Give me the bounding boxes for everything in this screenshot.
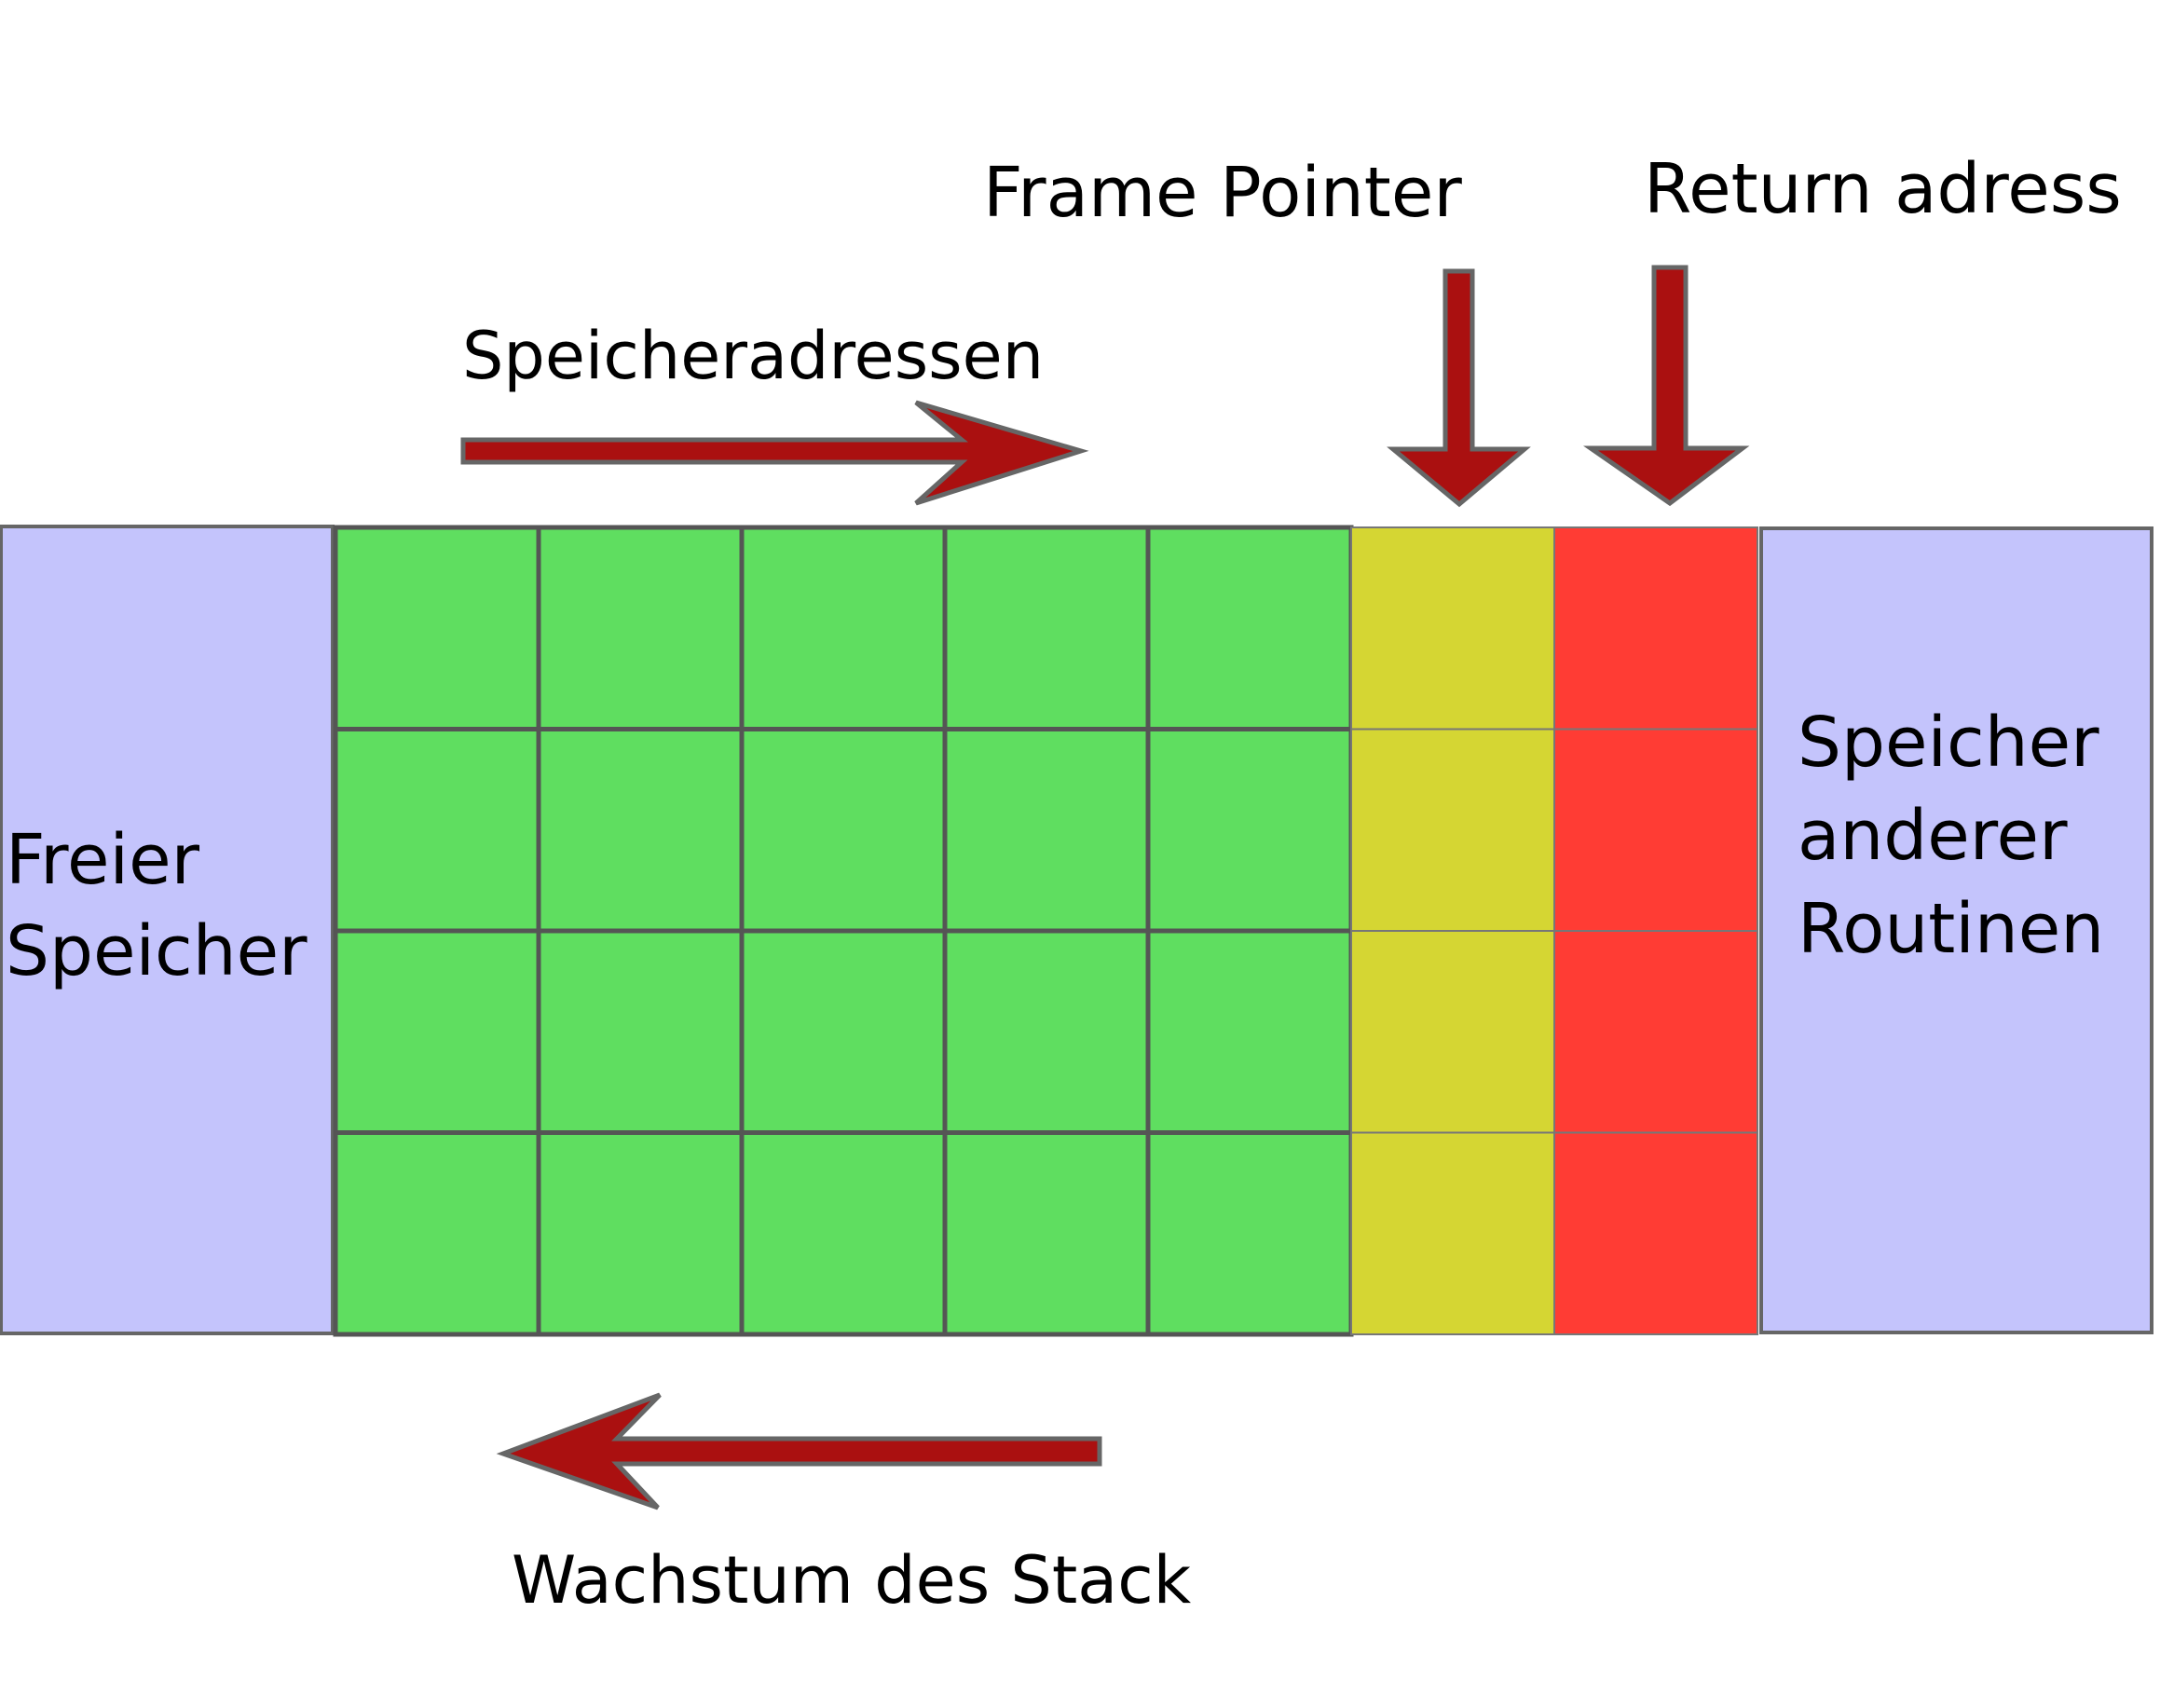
stack-cell xyxy=(1145,928,1354,1135)
frame-pointer-cell xyxy=(1350,930,1555,1134)
stack-cell xyxy=(333,525,541,731)
free-memory-region xyxy=(0,525,335,1335)
frame-pointer-cell xyxy=(1350,1131,1555,1335)
stack-cell xyxy=(333,727,541,934)
stack-cell xyxy=(942,1130,1151,1337)
other-routines-region xyxy=(1759,526,2153,1334)
stack-cell xyxy=(333,1130,541,1337)
stack-cell xyxy=(739,525,948,731)
return-address-label: Return adress xyxy=(1644,149,2122,229)
arrow-left-icon xyxy=(496,1392,1102,1510)
stack-cell xyxy=(739,928,948,1135)
stack-cell xyxy=(536,928,745,1135)
frame-pointer-cell xyxy=(1350,526,1555,731)
return-address-cell xyxy=(1553,728,1758,932)
free-memory-label: Freier Speicher xyxy=(6,820,308,991)
frame-pointer-label: Frame Pointer xyxy=(983,153,1462,233)
frame-pointer-arrow-icon xyxy=(1387,268,1531,508)
free-memory-label-line-1: Freier xyxy=(6,820,200,900)
frame-pointer-cell xyxy=(1350,728,1555,932)
stack-cells xyxy=(333,525,1758,1337)
return-address-cell xyxy=(1553,930,1758,1134)
stack-cell xyxy=(1145,727,1354,934)
stack-cell xyxy=(942,727,1151,934)
stack-cell xyxy=(942,928,1151,1135)
return-address-cell xyxy=(1553,1131,1758,1335)
stack-cell xyxy=(536,727,745,934)
stack-cell xyxy=(1145,525,1354,731)
stack-cell xyxy=(1145,1130,1354,1337)
stack-cell xyxy=(536,525,745,731)
stack-cell xyxy=(536,1130,745,1337)
other-routines-label: Speicher anderer Routinen xyxy=(1798,703,2121,969)
stack-cell xyxy=(739,727,948,934)
return-address-cell xyxy=(1553,526,1758,731)
free-memory-label-line-2: Speicher xyxy=(6,911,308,991)
arrow-right-icon xyxy=(460,400,1089,506)
stack-cell xyxy=(942,525,1151,731)
stack-cell xyxy=(739,1130,948,1337)
other-routines-label-line-2: anderer xyxy=(1798,796,2068,876)
return-address-arrow-icon xyxy=(1583,265,1750,507)
other-routines-label-line-1: Speicher xyxy=(1798,703,2099,783)
other-routines-label-line-3: Routinen xyxy=(1798,889,2104,969)
stack-cell xyxy=(333,928,541,1135)
memory-addresses-label: Speicheradressen xyxy=(462,318,1044,394)
stack-growth-label: Wachstum des Stack xyxy=(512,1542,1192,1619)
